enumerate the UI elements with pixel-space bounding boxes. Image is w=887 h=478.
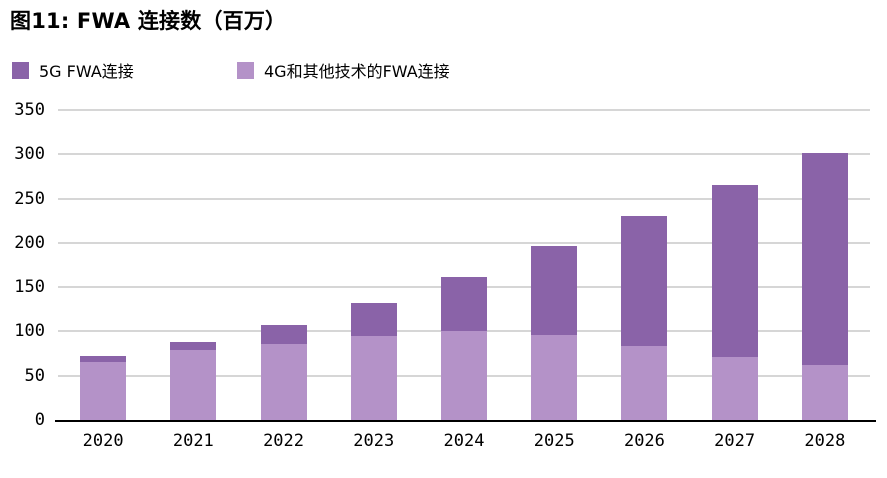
x-tick-label-2026: 2026 [623, 431, 665, 451]
bar-segment-4g-2021 [170, 350, 217, 420]
gridline-350 [58, 109, 870, 111]
chart-title: 图11: FWA 连接数（百万） [10, 9, 287, 33]
y-tick-label-350: 350 [14, 100, 45, 120]
legend-label-4g: 4G和其他技术的FWA连接 [264, 62, 450, 81]
y-tick-label-150: 150 [14, 277, 45, 298]
x-tick-label-2024: 2024 [443, 431, 485, 451]
bar-segment-5g-2025 [531, 245, 578, 335]
bar-segment-5g-2021 [170, 342, 217, 351]
bar-segment-4g-2024 [441, 331, 487, 420]
x-axis-labels: 2020 2021 2022 2023 2024 2025 2026 2027 2028 [58, 430, 870, 454]
x-tick-label-2021: 2021 [172, 431, 214, 451]
gridline-300 [58, 153, 870, 156]
bar-2024 [441, 277, 487, 420]
gridline-250 [58, 197, 870, 200]
y-tick-label-250: 250 [14, 188, 45, 209]
bar-2020 [80, 356, 127, 420]
bar-segment-4g-2025 [531, 334, 578, 420]
bar-segment-4g-2028 [801, 365, 848, 420]
x-tick-label-2023: 2023 [353, 431, 395, 451]
x-tick-label-2027: 2027 [714, 431, 756, 451]
bar-2027 [711, 185, 758, 420]
bar-segment-5g-2020 [80, 356, 127, 363]
bar-segment-4g-2027 [711, 357, 758, 420]
bar-2025 [531, 245, 578, 420]
bar-2022 [260, 325, 307, 420]
y-tick-label-300: 300 [14, 144, 45, 165]
bar-2021 [170, 342, 217, 420]
bar-segment-5g-2027 [711, 185, 758, 358]
legend-label-5g: 5G FWA连接 [39, 62, 134, 81]
y-tick-label-100: 100 [14, 321, 45, 342]
bar-segment-5g-2028 [801, 153, 848, 366]
bar-segment-5g-2026 [621, 216, 668, 347]
bar-2023 [350, 303, 397, 420]
legend-item-4g: 4G和其他技术的FWA连接 [237, 61, 450, 81]
bar-segment-5g-2023 [350, 303, 397, 336]
bar-segment-5g-2024 [441, 277, 487, 332]
bar-segment-4g-2026 [621, 346, 668, 420]
bar-segment-4g-2023 [350, 335, 397, 420]
y-tick-label-200: 200 [14, 232, 45, 253]
x-tick-label-2025: 2025 [533, 431, 575, 451]
x-tick-label-2020: 2020 [82, 431, 124, 451]
bar-2028 [801, 153, 848, 420]
x-tick-label-2022: 2022 [263, 431, 305, 451]
legend-swatch-4g-icon [237, 61, 254, 79]
y-axis-labels: 0 50 100 150 200 250 300 350 [0, 100, 45, 430]
bar-segment-5g-2022 [260, 325, 307, 344]
y-tick-label-50: 50 [24, 365, 45, 386]
gridline-200 [58, 241, 870, 244]
plot-area [55, 109, 876, 422]
bar-segment-4g-2020 [80, 362, 127, 420]
x-axis-line [55, 420, 876, 422]
x-tick-label-2028: 2028 [804, 431, 846, 451]
legend-swatch-5g-icon [12, 61, 29, 79]
bar-2026 [621, 216, 668, 420]
y-tick-label-0: 0 [34, 410, 45, 430]
legend-item-5g: 5G FWA连接 [12, 61, 134, 81]
bar-segment-4g-2022 [260, 343, 307, 420]
